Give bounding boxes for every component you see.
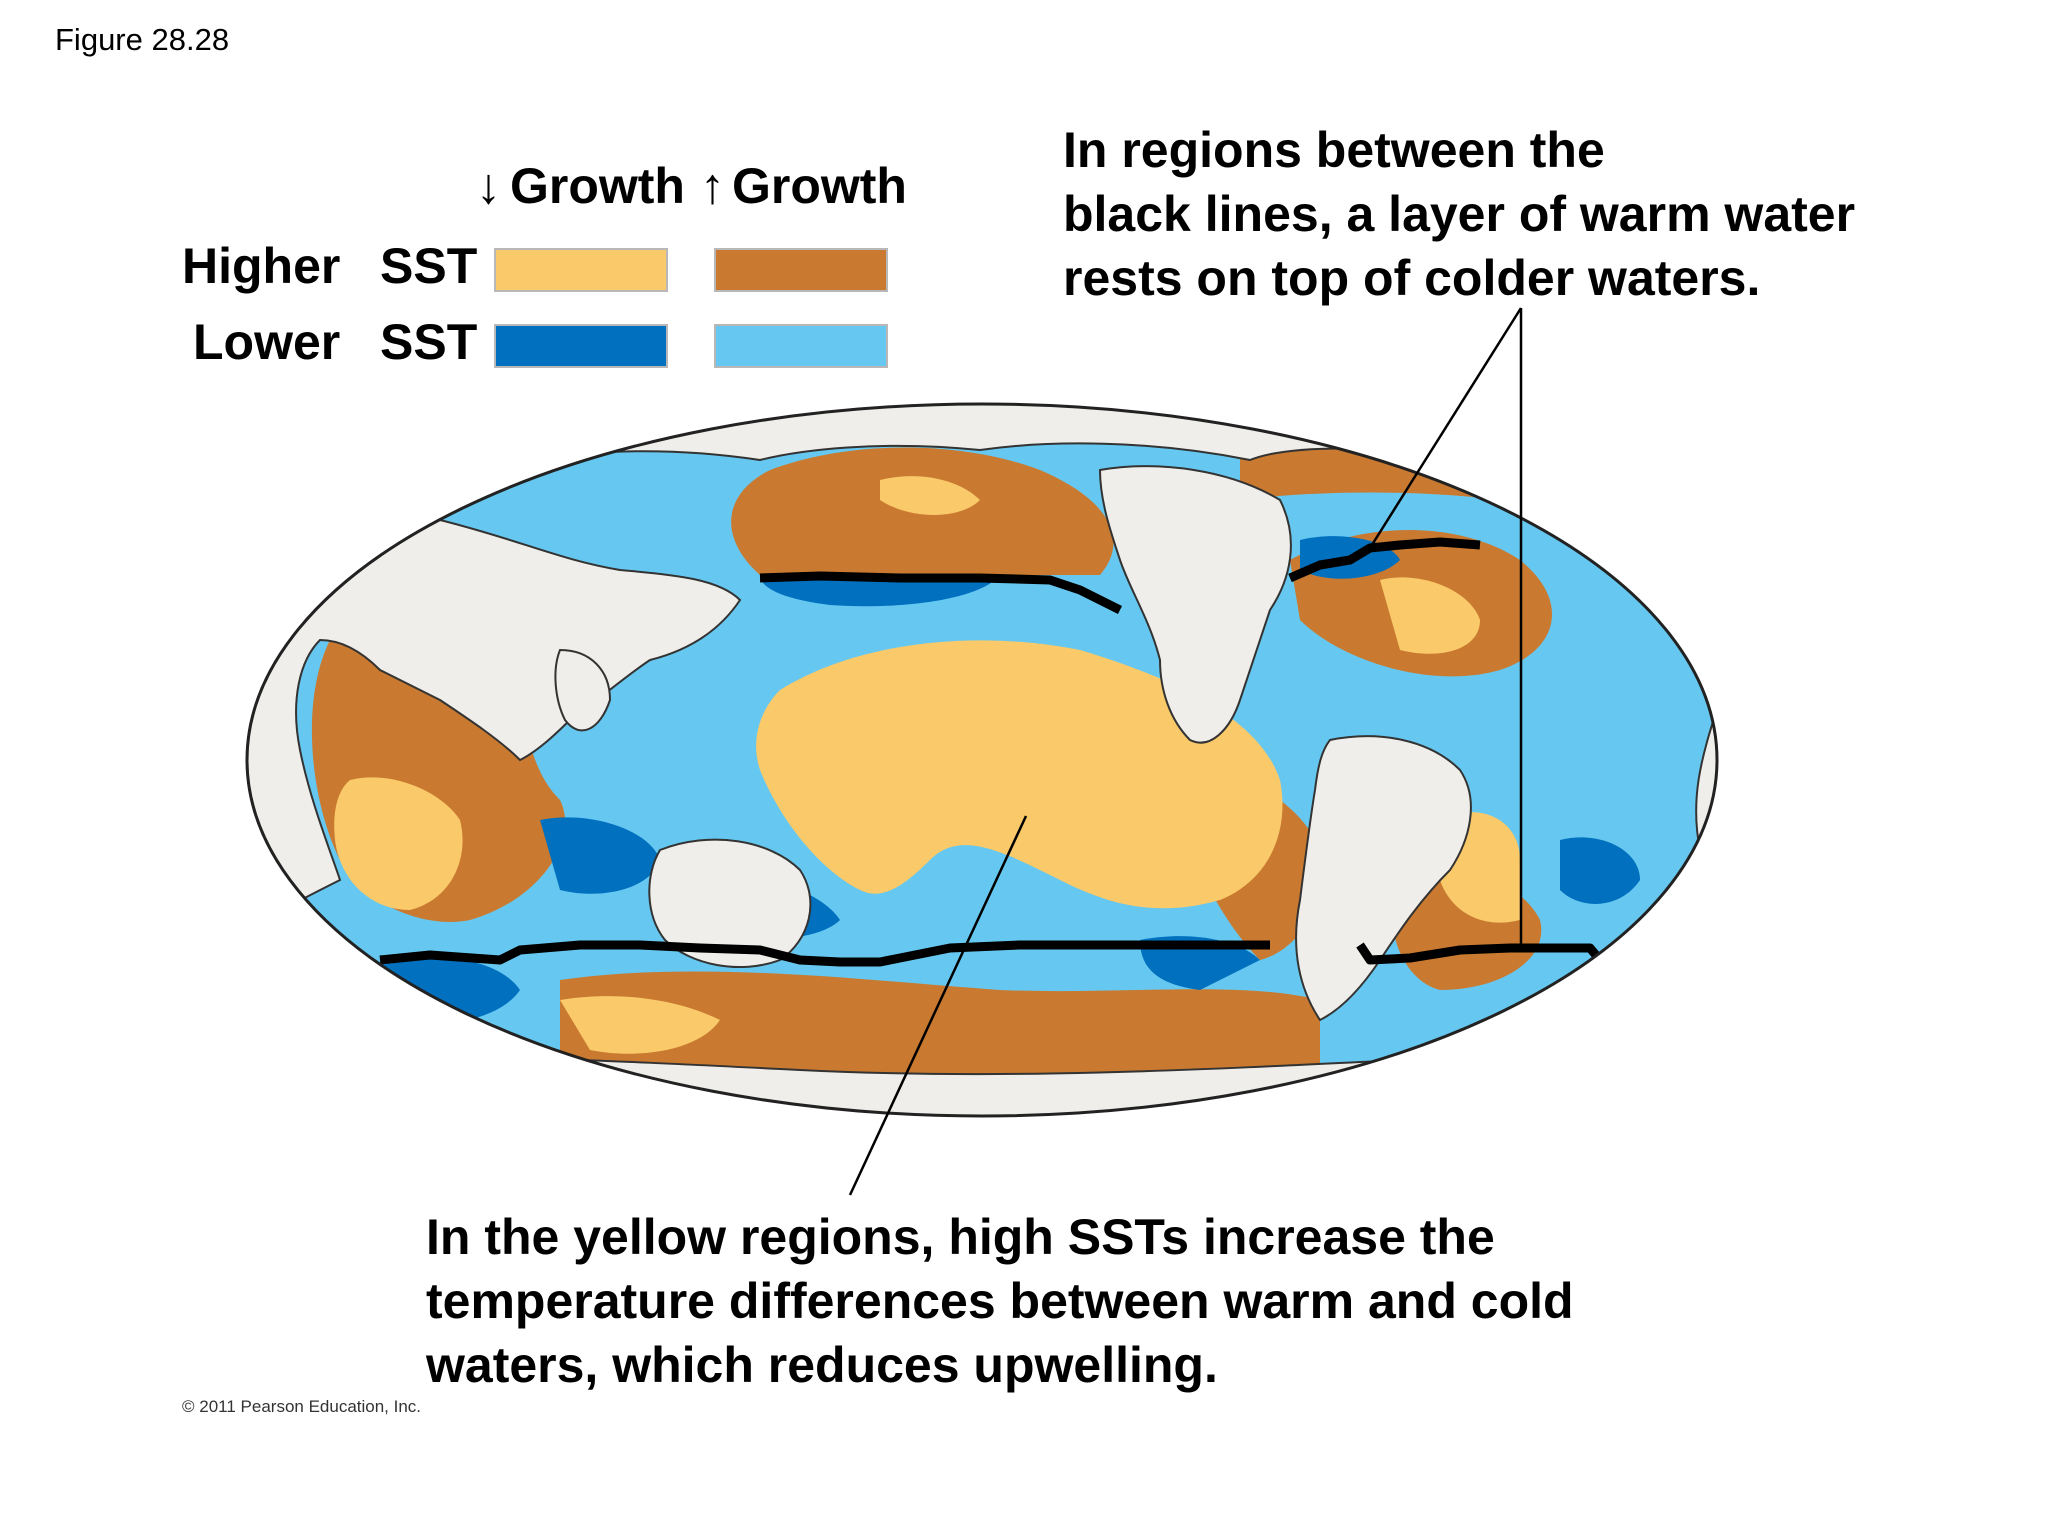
- swatch-lower-increase: [714, 324, 888, 368]
- callout-black-lines-line-3: rests on top of colder waters.: [1063, 250, 1761, 306]
- region-indian-yellow: [334, 777, 463, 910]
- up-arrow-icon: ↑: [700, 158, 725, 214]
- land-north-america: [1098, 465, 1292, 744]
- callout-pointers: [848, 307, 1523, 1196]
- region-southern-yellow: [560, 996, 720, 1054]
- callout-yellow-regions-line-2: temperature differences between warm and…: [426, 1273, 1574, 1329]
- legend-decrease-growth: Growth: [510, 158, 685, 214]
- map-fill: [247, 404, 1717, 1116]
- land-india: [554, 648, 612, 732]
- southern-line-east: [1356, 942, 1604, 965]
- legend-higher-sst-label: SST: [380, 238, 478, 294]
- north-pacific-line: [759, 571, 1123, 615]
- land-australia: [648, 838, 812, 969]
- land-south-america: [1295, 735, 1472, 1022]
- swatch-higher-decrease: [494, 248, 668, 292]
- callout-yellow-regions-line-3: waters, which reduces upwelling.: [426, 1337, 1218, 1393]
- legend-higher-label: Higher: [182, 238, 341, 294]
- region-south-pacific-dark-blue: [1140, 936, 1260, 990]
- swatch-lower-decrease: [494, 324, 668, 368]
- map-outline: [245, 402, 1719, 1118]
- legend-lower-label: Lower: [193, 314, 341, 370]
- swatch-higher-increase: [714, 248, 888, 292]
- legend-lower-sst-label: SST: [380, 314, 478, 370]
- region-atlantic-yellow: [1380, 577, 1480, 654]
- callout-yellow-regions-line-1: In the yellow regions, high SSTs increas…: [426, 1209, 1495, 1265]
- callout-yellow-regions: In the yellow regions, high SSTs increas…: [426, 1205, 1574, 1397]
- copyright: © 2011 Pearson Education, Inc.: [182, 1397, 422, 1416]
- down-arrow-icon: ↓: [476, 158, 501, 214]
- southern-line-west: [379, 940, 1270, 967]
- region-east-atlantic-dark-blue: [1560, 837, 1640, 904]
- pointer-bottom: [848, 815, 1028, 1196]
- region-indian-dark-blue: [540, 817, 660, 894]
- region-north-pacific-yellow: [880, 476, 980, 515]
- callout-black-lines-line-1: In regions between the: [1063, 122, 1605, 178]
- region-central-pacific-yellow: [756, 640, 1283, 909]
- region-kuroshio-blue: [760, 575, 1000, 607]
- callout-black-lines: In regions between the black lines, a la…: [1063, 118, 1855, 310]
- land-eurasia-africa: [247, 505, 742, 943]
- pointer-top-1: [1368, 307, 1523, 549]
- figure-label: Figure 28.28: [55, 22, 230, 57]
- legend-increase-growth: Growth: [732, 158, 907, 214]
- callout-black-lines-line-2: black lines, a layer of warm water: [1063, 186, 1856, 242]
